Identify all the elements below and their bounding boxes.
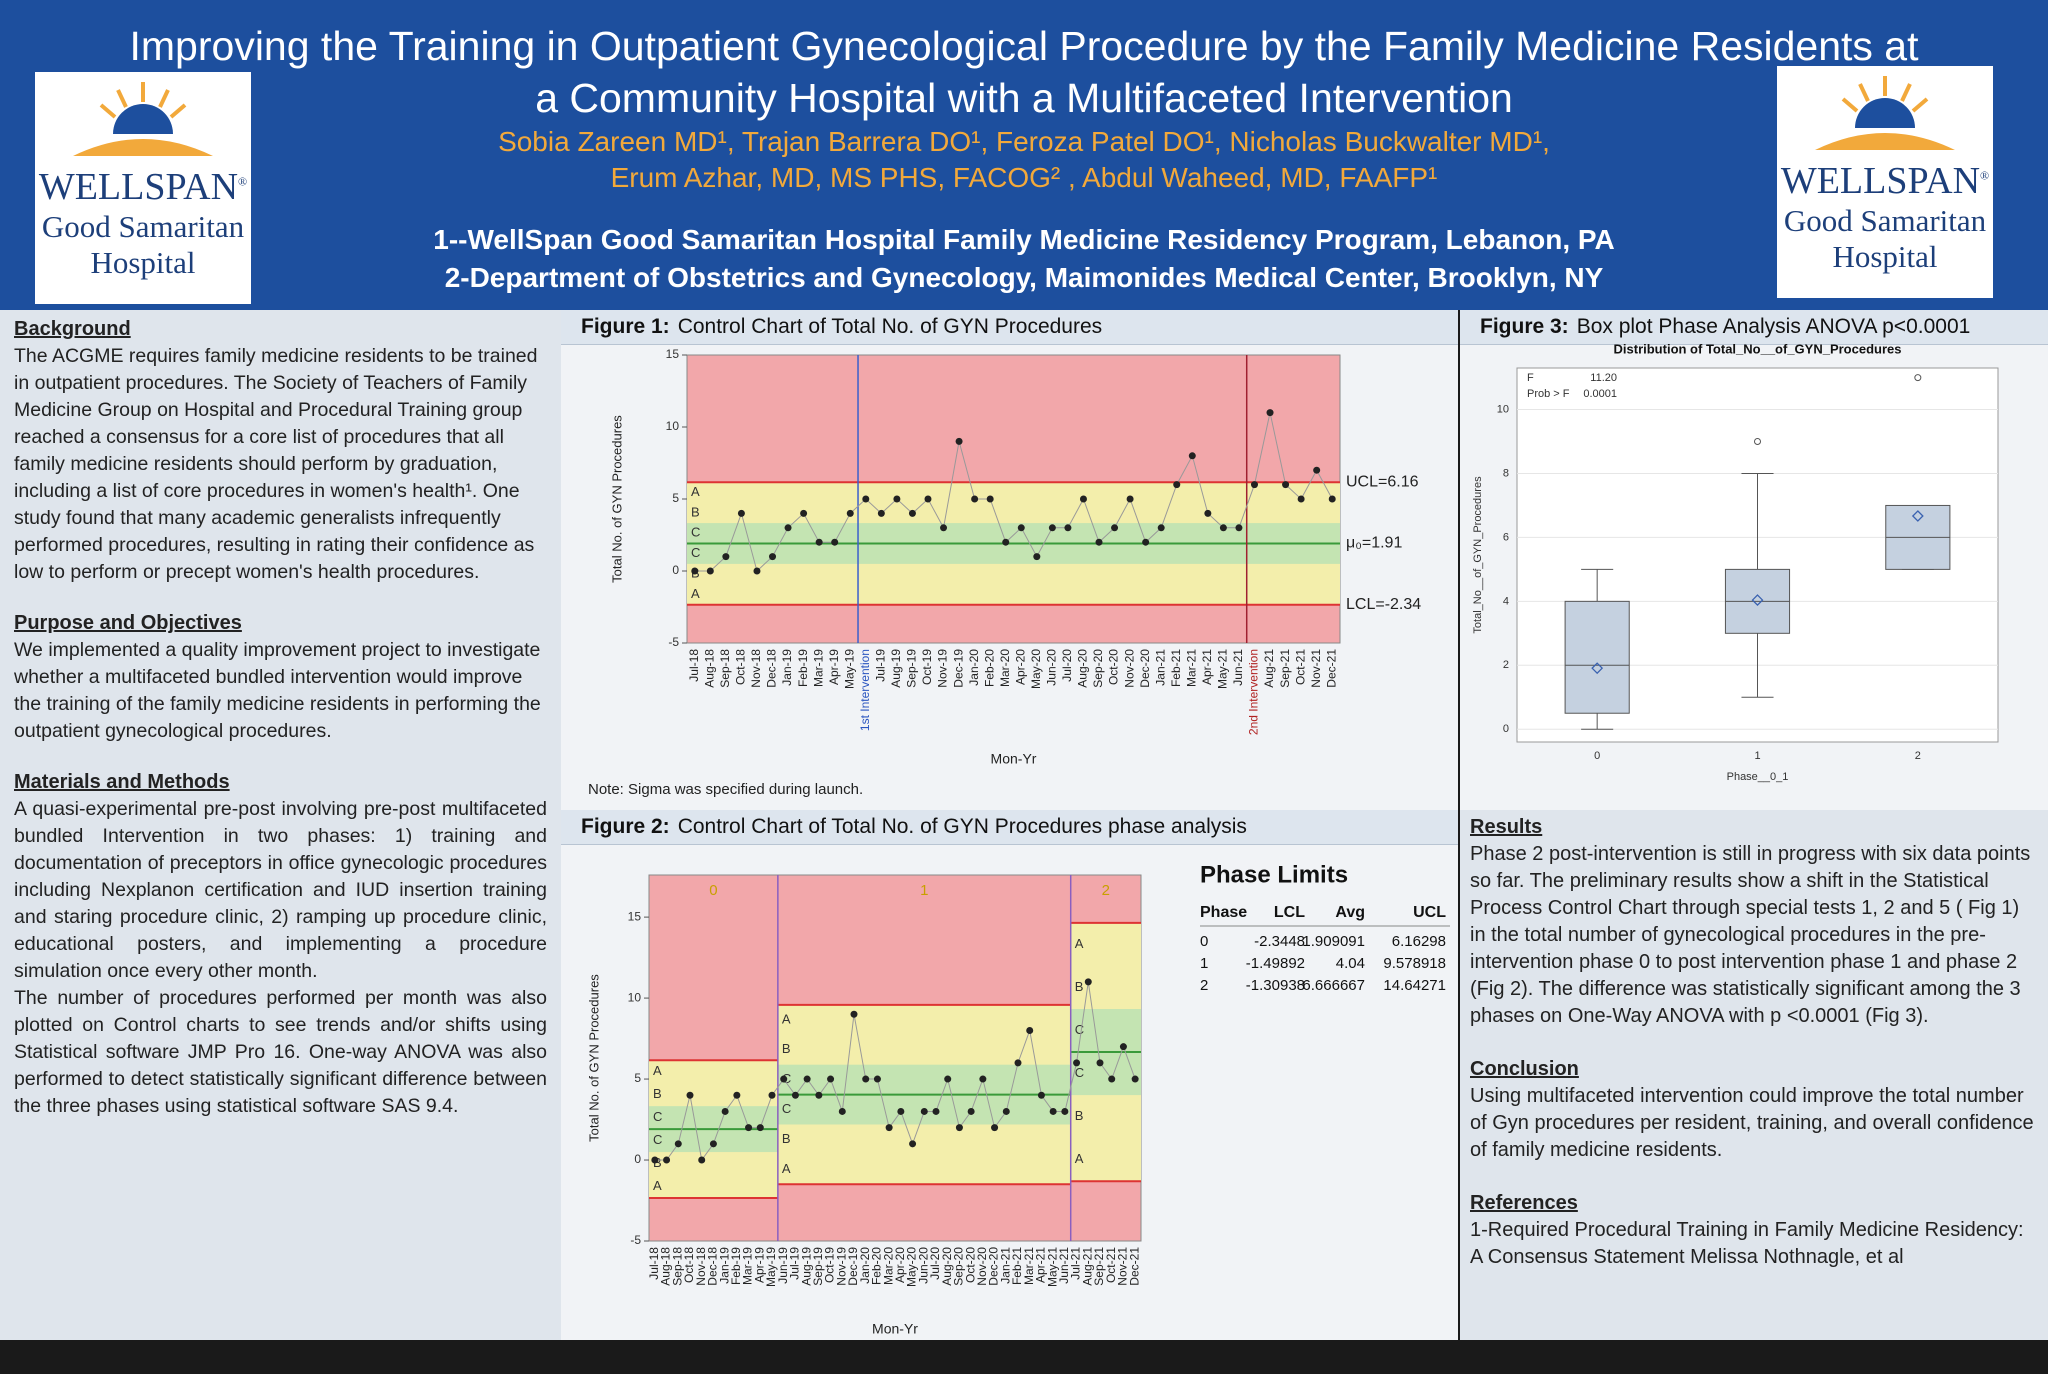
section: Materials and Methods A quasi-experiment… bbox=[14, 769, 547, 1120]
section: Conclusion Using multifaceted interventi… bbox=[1470, 1056, 2038, 1164]
affiliation: 1--WellSpan Good Samaritan Hospital Fami… bbox=[433, 224, 1615, 255]
section: Results Phase 2 post-intervention is sti… bbox=[1470, 814, 2038, 1030]
logo-brand: WELLSPAN bbox=[1780, 160, 1981, 202]
figure2-panel: Figure 2: Control Chart of Total No. of G… bbox=[561, 810, 1458, 1340]
figure-label: Figure 3: bbox=[1480, 315, 1569, 338]
figure-caption: Figure 3: Box plot Phase Analysis ANOVA p… bbox=[1460, 310, 2048, 345]
section-text: The number of procedures performed per m… bbox=[14, 987, 547, 1117]
title-line: Improving the Training in Outpatient Gyn… bbox=[129, 23, 1919, 69]
left-column: Background The ACGME requires family med… bbox=[0, 310, 561, 1340]
logo-brand: WELLSPAN bbox=[38, 166, 239, 208]
right-column: Results Phase 2 post-intervention is sti… bbox=[1460, 810, 2048, 1340]
section-heading: Results bbox=[1470, 816, 1543, 838]
section-text: A quasi-experimental pre-post involving … bbox=[14, 798, 547, 982]
figure-caption-text: Control Chart of Total No. of GYN Proced… bbox=[677, 815, 1247, 838]
figure-caption: Figure 2: Control Chart of Total No. of G… bbox=[561, 810, 1458, 845]
affiliation: 2-Department of Obstetrics and Gynecolog… bbox=[444, 262, 1604, 293]
section-text: We implemented a quality improvement pro… bbox=[14, 639, 541, 742]
section-heading: Purpose and Objectives bbox=[14, 612, 242, 634]
figure-caption-text: Box plot Phase Analysis ANOVA p<0.0001 bbox=[1576, 315, 1971, 338]
figure-caption: Figure 1: Control Chart of Total No. of G… bbox=[561, 310, 1458, 345]
section-heading: Conclusion bbox=[1470, 1058, 1579, 1080]
section-heading: Background bbox=[14, 318, 131, 340]
logo-sub: Hospital bbox=[90, 245, 196, 280]
logo: WELLSPAN® Good Samaritan Hospital bbox=[1777, 66, 1993, 298]
section-text: Using multifaceted intervention could im… bbox=[1470, 1085, 2034, 1161]
section-heading: References bbox=[1470, 1192, 1578, 1214]
section-heading: Materials and Methods bbox=[14, 771, 230, 793]
section: Purpose and Objectives We implemented a … bbox=[14, 610, 547, 745]
logo-sub: Hospital bbox=[1832, 239, 1938, 274]
logo-mark: ® bbox=[238, 174, 248, 189]
figure3-panel: Figure 3: Box plot Phase Analysis ANOVA p… bbox=[1460, 310, 2048, 810]
section-text: 1-Required Procedural Training in Family… bbox=[1470, 1219, 2024, 1268]
figure-caption-text: Control Chart of Total No. of GYN Proced… bbox=[677, 315, 1103, 338]
title-line: a Community Hospital with a Multifaceted… bbox=[535, 75, 1513, 121]
header: Improving the Training in Outpatient Gyn… bbox=[0, 0, 2048, 310]
figure-label: Figure 1: bbox=[581, 315, 670, 338]
logo-mark: ® bbox=[1980, 168, 1990, 183]
authors-line: Erum Azhar, MD, MS PHS, FACOG² , Abdul W… bbox=[610, 162, 1438, 193]
logo-sun bbox=[73, 82, 213, 156]
logo: WELLSPAN® Good Samaritan Hospital bbox=[35, 72, 251, 304]
authors-line: Sobia Zareen MD¹, Trajan Barrera DO¹, Fe… bbox=[498, 126, 1550, 157]
figure-label: Figure 2: bbox=[581, 815, 670, 838]
section-text: Phase 2 post-intervention is still in pr… bbox=[1470, 843, 2031, 1027]
logo-name: Good Samaritan bbox=[1783, 203, 1987, 238]
logo-sun bbox=[1815, 76, 1955, 150]
logo-name: Good Samaritan bbox=[41, 209, 245, 244]
figure1-panel: Figure 1: Control Chart of Total No. of G… bbox=[561, 310, 1458, 810]
section: Background The ACGME requires family med… bbox=[14, 316, 547, 586]
section-text: The ACGME requires family medicine resid… bbox=[14, 345, 538, 583]
section: References 1-Required Procedural Trainin… bbox=[1470, 1190, 2038, 1271]
